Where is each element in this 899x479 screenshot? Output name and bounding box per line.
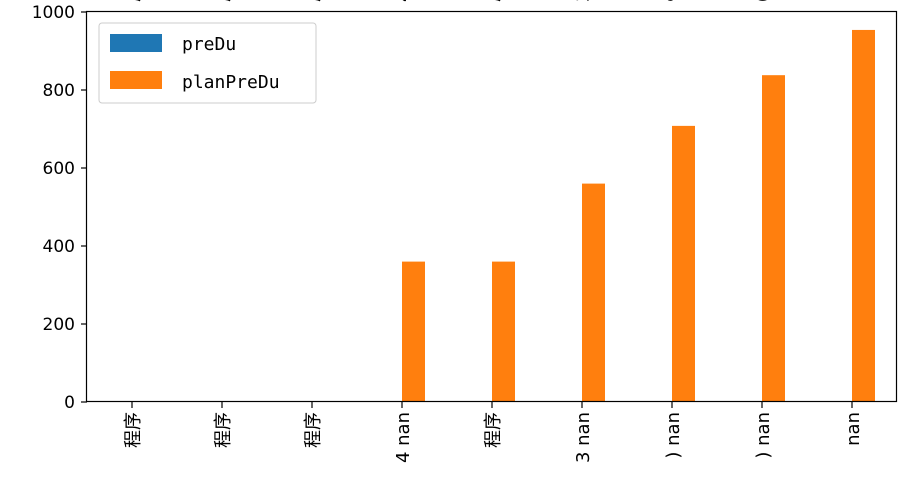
legend-label-planpredu: planPreDu — [182, 72, 280, 93]
bar-planPreDu-8 — [852, 29, 875, 402]
x-tick-label: 程序 — [303, 412, 324, 448]
top-clipped-label: 度 — [483, 0, 504, 2]
legend-swatch-planpredu — [110, 71, 162, 89]
y-tick-label: 0 — [64, 393, 75, 413]
plot-frame — [85, 10, 898, 403]
y-tick-label: 200 — [43, 315, 75, 335]
x-tick-label: 4 nan — [393, 412, 414, 463]
bar-planPreDu-3 — [402, 261, 425, 402]
top-clipped-label: 0 — [753, 0, 774, 2]
top-clipped-label: 3 — [573, 0, 594, 2]
legend-swatch-prefu — [110, 34, 162, 52]
bars — [402, 29, 875, 403]
x-tick-label: ) nan — [753, 412, 774, 459]
y-tick-label: 800 — [43, 81, 75, 101]
x-tick-label: nan — [843, 412, 864, 446]
x-tick-label: ) nan — [663, 412, 684, 459]
top-clipped-label: 度 — [213, 0, 234, 2]
legend-label-predu: preDu — [182, 34, 236, 55]
bar-planPreDu-4 — [492, 261, 515, 402]
bar-planPreDu-7 — [762, 75, 785, 403]
x-tick-label: 程序 — [213, 412, 234, 448]
top-clipped-labels: 度 度 度 4 度 3 9 0 — [123, 0, 774, 2]
top-clipped-label: 度 — [123, 0, 144, 2]
top-clipped-label: 度 — [303, 0, 324, 2]
top-clipped-label: 9 — [663, 0, 684, 2]
bar-planPreDu-6 — [672, 125, 695, 402]
legend: preDu planPreDu — [98, 22, 317, 104]
y-axis: 0 200 400 600 800 1000 — [32, 3, 87, 413]
x-axis: 程序 程序 程序 4 nan 程序 3 nan ) nan ) nan nan — [123, 402, 864, 463]
x-tick-label: 程序 — [123, 412, 144, 448]
bar-planPreDu-5 — [582, 183, 605, 402]
y-tick-label: 1000 — [32, 3, 75, 23]
x-tick-label: 程序 — [483, 412, 504, 448]
y-tick-label: 600 — [43, 159, 75, 179]
top-clipped-label: 4 — [393, 0, 414, 2]
y-tick-label: 400 — [43, 237, 75, 257]
x-tick-label: 3 nan — [573, 412, 594, 463]
